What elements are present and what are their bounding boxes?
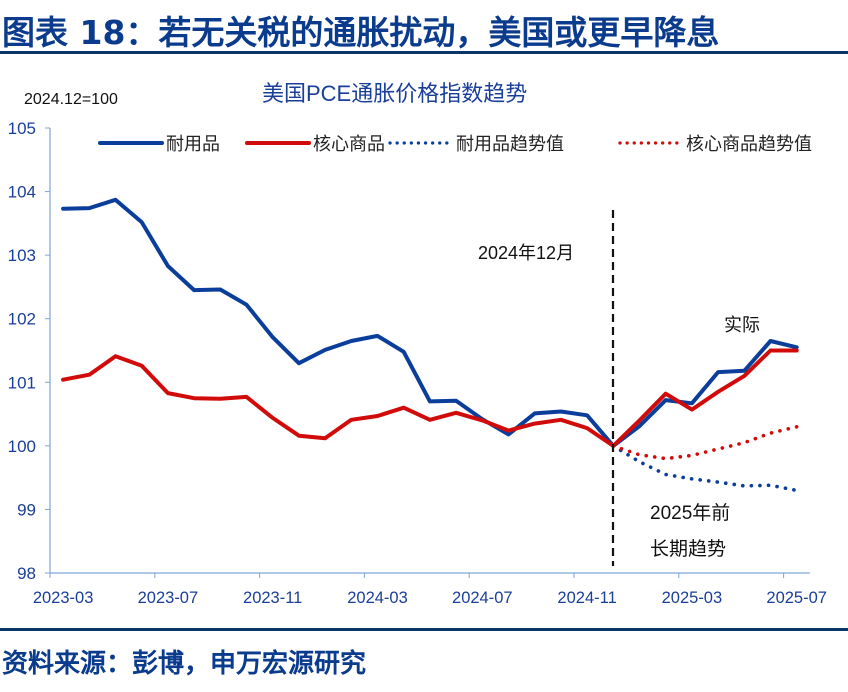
legend-label: 耐用品 bbox=[166, 134, 220, 154]
unit-note: 2024.12=100 bbox=[24, 91, 118, 108]
x-tick-label: 2024-03 bbox=[347, 589, 408, 607]
trend-label-line1: 2025年前 bbox=[650, 502, 730, 524]
x-tick-label: 2023-03 bbox=[33, 589, 94, 607]
x-tick-label: 2024-07 bbox=[452, 589, 513, 607]
series-line-4 bbox=[611, 424, 799, 461]
source-note: 资料来源：彭博，申万宏源研究 bbox=[2, 649, 367, 679]
x-tick-label: 2025-07 bbox=[766, 589, 827, 607]
y-tick-label: 98 bbox=[17, 564, 36, 583]
y-tick-label: 105 bbox=[8, 119, 36, 138]
legend-label: 核心商品 bbox=[313, 134, 385, 154]
title-divider bbox=[0, 51, 848, 54]
y-tick-label: 102 bbox=[8, 310, 36, 329]
legend-label: 耐用品趋势值 bbox=[456, 134, 564, 154]
y-tick-label: 101 bbox=[8, 373, 36, 392]
series-line-3 bbox=[611, 444, 799, 493]
y-tick-label: 104 bbox=[8, 183, 36, 202]
x-tick-label: 2023-07 bbox=[138, 589, 199, 607]
y-tick-label: 100 bbox=[8, 437, 36, 456]
trend-label-line2: 长期趋势 bbox=[650, 538, 726, 560]
series-marks bbox=[61, 197, 799, 493]
footer-divider bbox=[0, 628, 848, 631]
y-tick-label: 103 bbox=[8, 246, 36, 265]
chart-title: 美国PCE通胀价格指数趋势 bbox=[262, 81, 527, 106]
series-line-1 bbox=[61, 197, 799, 448]
figure-title: 图表 18：若无关税的通胀扰动，美国或更早降息 bbox=[2, 13, 720, 52]
legend: 耐用品 核心商品 耐用品趋势值 核心商品趋势值 bbox=[98, 134, 812, 154]
actual-label: 实际 bbox=[724, 315, 760, 335]
x-tick-label: 2024-11 bbox=[557, 589, 616, 607]
axes: 98 99 100 101 102 103 104 105 2023-03 2023-07 2023… bbox=[8, 119, 827, 607]
marker-date-label: 2024年12月 bbox=[478, 243, 574, 263]
legend-label: 核心商品趋势值 bbox=[686, 134, 812, 154]
x-tick-label: 2025-03 bbox=[662, 589, 723, 607]
y-tick-label: 99 bbox=[17, 500, 36, 519]
x-tick-label: 2023-11 bbox=[243, 589, 302, 607]
